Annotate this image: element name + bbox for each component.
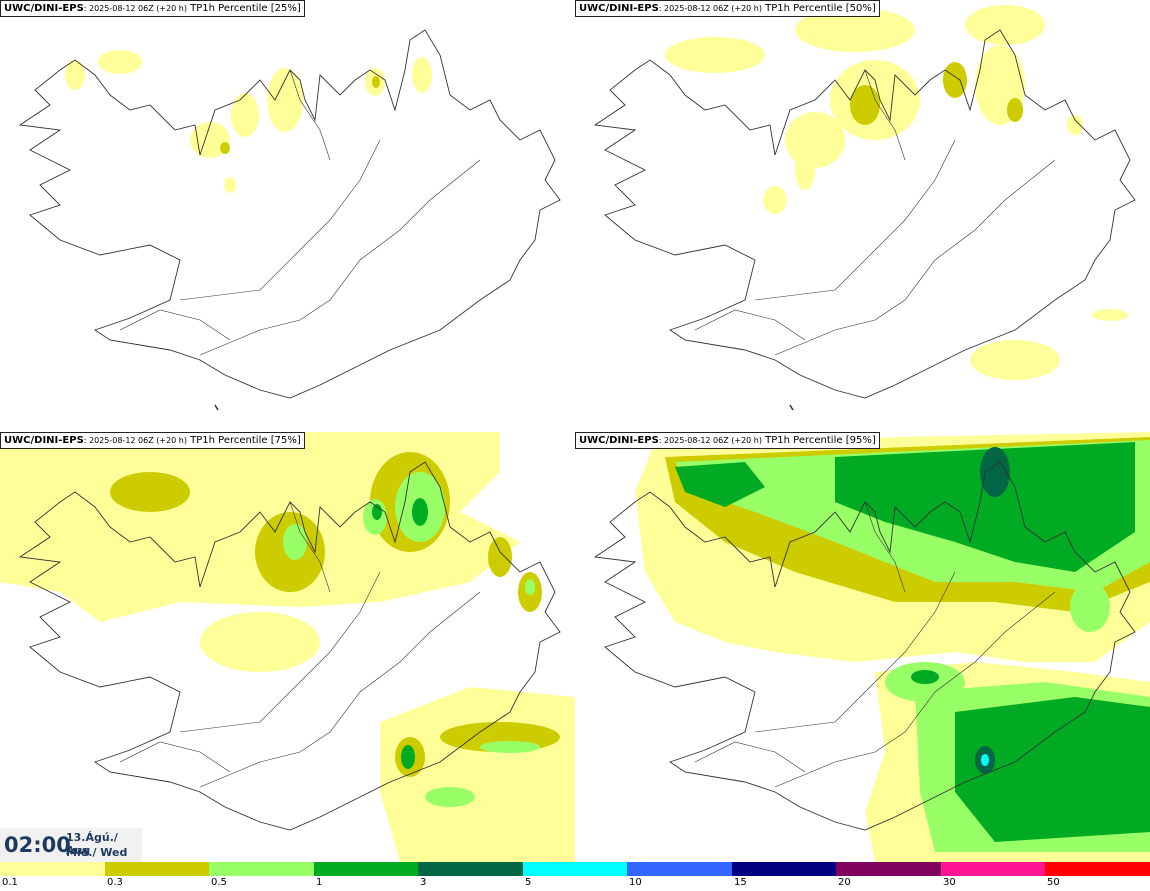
colorbar-segment (104, 862, 210, 876)
colorbar-label: 0.3 (107, 877, 123, 888)
colorbar-segment (1045, 862, 1150, 876)
colorbar-segment (0, 862, 105, 876)
colorbar-segment (418, 862, 523, 876)
colorbar-label: 15 (734, 877, 747, 888)
panel-title: UWC/DINI-EPS: 2025-08-12 06Z (+20 h) TP1… (575, 0, 880, 17)
run-time: : 2025-08-12 06Z (+20 h) (83, 436, 187, 445)
colorbar-labels: 0.1 0.3 0.5 1 3 5 10 15 20 30 50 (0, 877, 1150, 891)
colorbar-segment (627, 862, 732, 876)
colorbar-segment (940, 862, 1046, 876)
colorbar-label: 0.5 (211, 877, 227, 888)
field-name: TP1h Percentile [95%] (761, 435, 876, 446)
coastline (593, 461, 1136, 831)
colorbar-label: 20 (838, 877, 851, 888)
precip-field (665, 5, 1128, 380)
precip-field (65, 50, 432, 193)
valid-date-line1: 13.Ágú./ Aug (66, 831, 118, 857)
colorbar-segment (836, 862, 941, 876)
panel-title: UWC/DINI-EPS: 2025-08-12 06Z (+20 h) TP1… (575, 432, 880, 449)
iceland-map (0, 432, 575, 862)
field-name: TP1h Percentile [75%] (186, 435, 301, 446)
colorbar-segment (209, 862, 314, 876)
colorbar-label: 5 (525, 877, 532, 888)
colorbar-segment (313, 862, 419, 876)
model-name: UWC/DINI-EPS (4, 435, 84, 446)
run-time: : 2025-08-12 06Z (+20 h) (83, 4, 187, 13)
field-name: TP1h Percentile [50%] (761, 3, 876, 14)
colorbar-label: 50 (1047, 877, 1060, 888)
coastline (18, 461, 561, 831)
colorbar-label: 30 (943, 877, 956, 888)
precip-field (0, 432, 575, 862)
model-name: UWC/DINI-EPS (4, 3, 84, 14)
panel-title: UWC/DINI-EPS: 2025-08-12 06Z (+20 h) TP1… (0, 432, 305, 449)
map-panel-p75: UWC/DINI-EPS: 2025-08-12 06Z (+20 h) TP1… (0, 432, 575, 862)
coastline (18, 29, 561, 411)
iceland-map (18, 29, 561, 411)
colorbar-label: 0.1 (2, 877, 18, 888)
valid-hour: 02:00 (4, 833, 71, 857)
valid-date-line2: Mið./ Wed (66, 846, 128, 859)
map-panel-p25: UWC/DINI-EPS: 2025-08-12 06Z (+20 h) TP1… (0, 0, 575, 430)
coastline (593, 29, 1136, 411)
colorbar-label: 10 (629, 877, 642, 888)
map-panel-p95: UWC/DINI-EPS: 2025-08-12 06Z (+20 h) TP1… (575, 432, 1150, 862)
colorbar-label: 1 (316, 877, 323, 888)
iceland-map (593, 432, 1150, 862)
precip-colorbar (0, 862, 1150, 876)
run-time: : 2025-08-12 06Z (+20 h) (658, 436, 762, 445)
panel-title: UWC/DINI-EPS: 2025-08-12 06Z (+20 h) TP1… (0, 0, 305, 17)
precip-field (635, 432, 1150, 862)
model-name: UWC/DINI-EPS (579, 3, 659, 14)
map-panel-p50: UWC/DINI-EPS: 2025-08-12 06Z (+20 h) TP1… (575, 0, 1150, 430)
model-name: UWC/DINI-EPS (579, 435, 659, 446)
colorbar-segment (731, 862, 837, 876)
valid-time-box: 02:00 13.Ágú./ Aug Mið./ Wed (0, 828, 142, 862)
iceland-map (593, 5, 1136, 411)
field-name: TP1h Percentile [25%] (186, 3, 301, 14)
colorbar-segment (522, 862, 628, 876)
run-time: : 2025-08-12 06Z (+20 h) (658, 4, 762, 13)
colorbar-label: 3 (420, 877, 427, 888)
